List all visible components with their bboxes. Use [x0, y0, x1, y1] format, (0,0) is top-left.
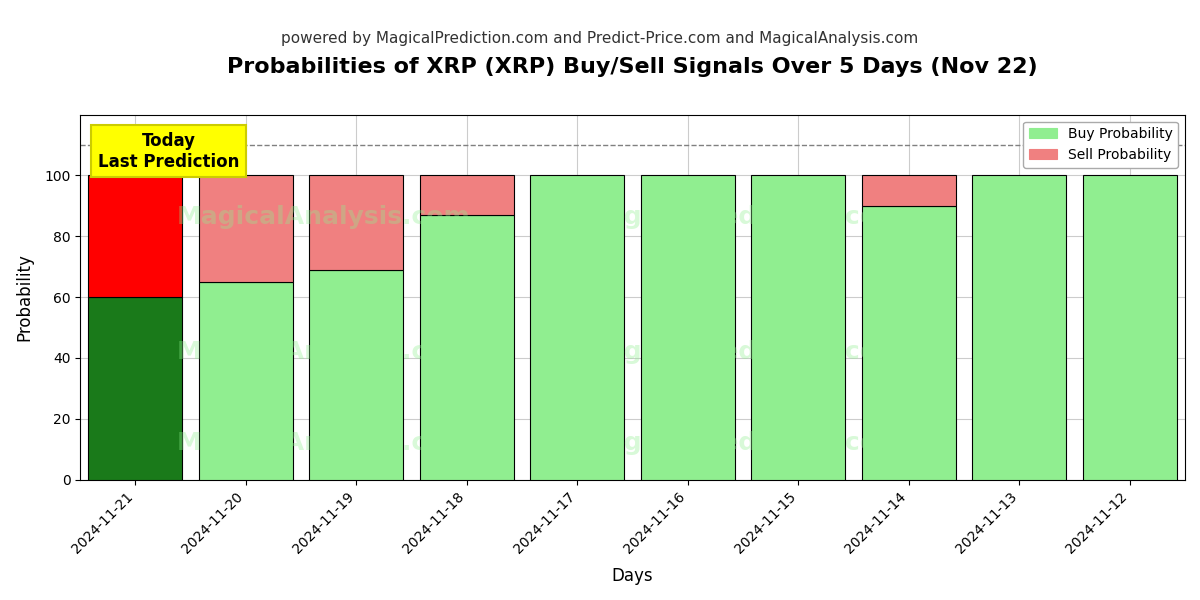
Bar [751, 175, 845, 479]
Bar [89, 297, 182, 479]
Bar [641, 175, 734, 479]
Y-axis label: Probability: Probability [14, 253, 32, 341]
Bar [310, 270, 403, 479]
Bar [972, 175, 1067, 479]
Bar [199, 175, 293, 282]
Bar [1082, 175, 1177, 479]
Text: MagicalAnalysis.com: MagicalAnalysis.com [176, 205, 470, 229]
Bar [530, 175, 624, 479]
Bar [420, 175, 514, 215]
Bar [89, 175, 182, 297]
Bar [862, 175, 955, 206]
Title: Probabilities of XRP (XRP) Buy/Sell Signals Over 5 Days (Nov 22): Probabilities of XRP (XRP) Buy/Sell Sign… [227, 57, 1038, 77]
Text: Today
Last Prediction: Today Last Prediction [98, 132, 239, 170]
Bar [310, 175, 403, 270]
Legend: Buy Probability, Sell Probability: Buy Probability, Sell Probability [1024, 122, 1178, 167]
Text: MagicalAnalysis.com: MagicalAnalysis.com [176, 340, 470, 364]
Text: MagicalAnalysis.com: MagicalAnalysis.com [176, 431, 470, 455]
Bar [862, 206, 955, 479]
Bar [420, 215, 514, 479]
X-axis label: Days: Days [612, 567, 654, 585]
Text: MagicalPrediction.com: MagicalPrediction.com [582, 340, 904, 364]
Text: powered by MagicalPrediction.com and Predict-Price.com and MagicalAnalysis.com: powered by MagicalPrediction.com and Pre… [281, 31, 919, 46]
Bar [199, 282, 293, 479]
Text: MagicalPrediction.com: MagicalPrediction.com [582, 431, 904, 455]
Text: MagicalPrediction.com: MagicalPrediction.com [582, 205, 904, 229]
